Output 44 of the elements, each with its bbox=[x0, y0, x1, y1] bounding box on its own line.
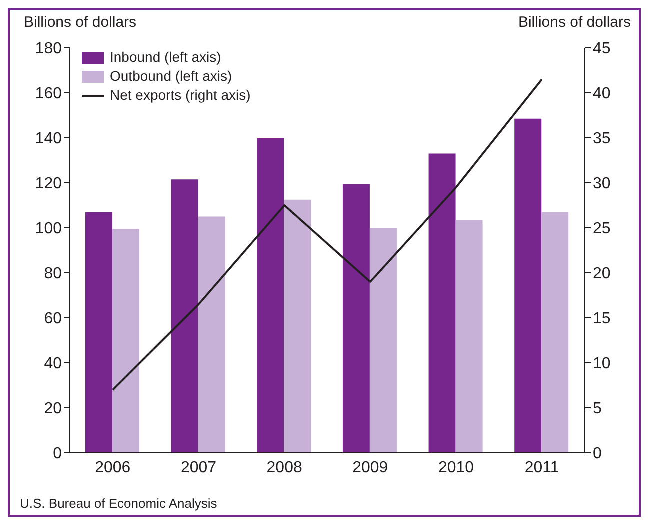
bar bbox=[342, 184, 370, 453]
y-tick-label: 140 bbox=[35, 130, 62, 148]
legend-label: Outbound (left axis) bbox=[110, 67, 232, 86]
y2-tick-label: 0 bbox=[593, 446, 602, 463]
y-tick-label: 20 bbox=[44, 400, 62, 418]
y-tick-label: 100 bbox=[35, 220, 62, 238]
y2-axis-title: Billions of dollars bbox=[518, 14, 631, 31]
y2-tick-label: 5 bbox=[593, 400, 602, 418]
y-tick-label: 180 bbox=[35, 40, 62, 58]
x-tick-label: 2007 bbox=[180, 459, 217, 476]
y-tick-label: 160 bbox=[35, 86, 62, 103]
x-tick-label: 2008 bbox=[266, 459, 302, 476]
y2-tick-label: 35 bbox=[593, 130, 611, 148]
y-tick-label: 0 bbox=[53, 446, 62, 463]
y-tick-label: 40 bbox=[44, 356, 62, 373]
y2-tick-label: 45 bbox=[593, 40, 611, 58]
x-tick-label: 2010 bbox=[438, 459, 474, 476]
y2-tick-label: 30 bbox=[593, 176, 611, 193]
y-tick-label: 60 bbox=[44, 310, 62, 328]
bar bbox=[370, 228, 397, 453]
bar bbox=[456, 220, 483, 453]
y2-tick-label: 25 bbox=[593, 220, 611, 238]
bar bbox=[257, 138, 284, 453]
y2-tick-label: 10 bbox=[593, 356, 611, 373]
bar bbox=[171, 180, 198, 453]
y-axis-title: Billions of dollars bbox=[24, 14, 137, 31]
legend-label: Net exports (right axis) bbox=[110, 86, 251, 105]
x-tick-label: 2009 bbox=[352, 459, 388, 476]
y2-tick-label: 20 bbox=[593, 266, 611, 283]
y-tick-label: 80 bbox=[44, 266, 62, 283]
legend-label: Inbound (left axis) bbox=[110, 48, 222, 67]
text: U.S. Bureau of Economic Analysis bbox=[20, 496, 218, 511]
x-tick-label: 2006 bbox=[95, 459, 131, 476]
y2-tick-label: 15 bbox=[593, 310, 611, 328]
bar bbox=[112, 229, 140, 453]
bar bbox=[284, 200, 312, 453]
bar bbox=[198, 216, 226, 453]
y-tick-label: 120 bbox=[35, 176, 62, 193]
bar bbox=[428, 154, 456, 453]
bar bbox=[514, 118, 542, 453]
bar bbox=[85, 212, 112, 453]
bar bbox=[542, 212, 569, 453]
y2-tick-label: 40 bbox=[593, 86, 611, 103]
x-tick-label: 2011 bbox=[524, 459, 560, 476]
